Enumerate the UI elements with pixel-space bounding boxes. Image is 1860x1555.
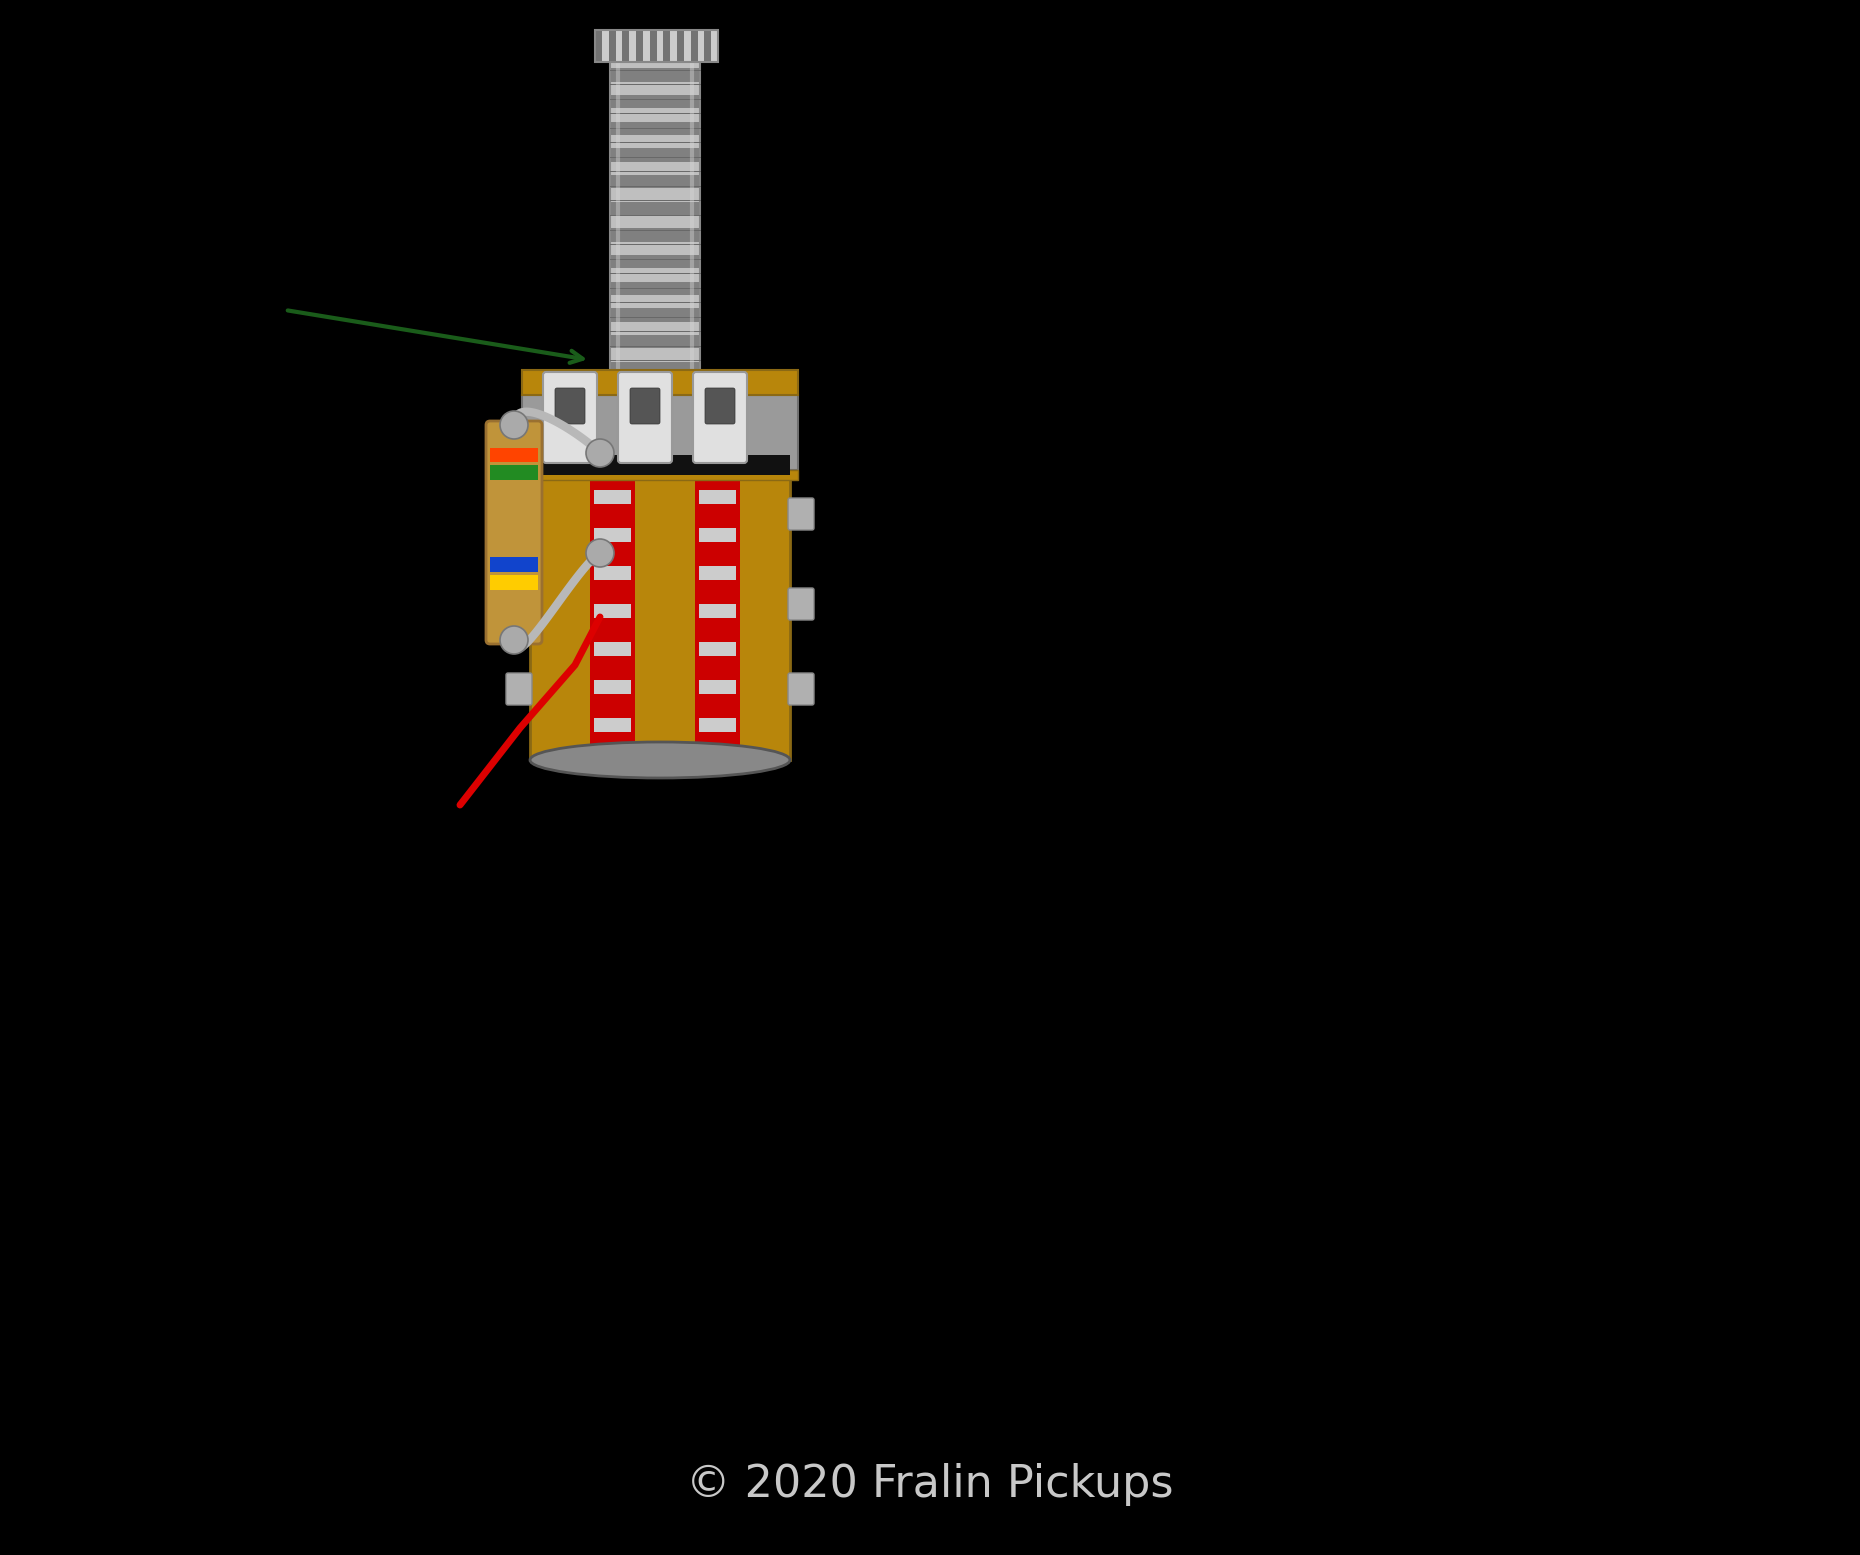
Bar (610, 54, 699, 375)
Bar (690, 30, 698, 62)
Bar (610, 148, 699, 162)
Bar (610, 308, 699, 322)
Bar (699, 680, 737, 694)
Bar (590, 474, 634, 760)
Bar (530, 390, 790, 760)
Bar (610, 68, 699, 82)
FancyBboxPatch shape (543, 372, 597, 463)
Bar (684, 30, 690, 62)
FancyBboxPatch shape (618, 372, 671, 463)
Bar (593, 642, 631, 656)
Bar (623, 30, 629, 62)
Bar (593, 603, 631, 617)
Bar (636, 30, 644, 62)
Bar (698, 30, 705, 62)
FancyBboxPatch shape (694, 372, 748, 463)
Bar (699, 603, 737, 617)
Bar (610, 348, 699, 362)
Bar (610, 162, 699, 176)
FancyBboxPatch shape (789, 673, 815, 704)
Bar (489, 575, 538, 589)
Circle shape (586, 439, 614, 466)
Bar (705, 30, 711, 62)
Bar (595, 30, 718, 62)
Bar (523, 370, 798, 395)
FancyBboxPatch shape (506, 673, 532, 704)
Bar (699, 642, 737, 656)
Bar (657, 30, 664, 62)
FancyBboxPatch shape (789, 588, 815, 620)
Bar (610, 135, 699, 148)
Bar (523, 395, 798, 470)
Circle shape (500, 627, 528, 655)
Bar (699, 718, 737, 732)
Bar (610, 322, 699, 334)
Bar (610, 334, 699, 348)
Bar (696, 474, 740, 760)
Bar (649, 30, 657, 62)
Bar (711, 30, 718, 62)
Bar (664, 30, 670, 62)
Bar (593, 566, 631, 580)
Circle shape (500, 411, 528, 439)
Bar (610, 121, 699, 135)
Bar (610, 229, 699, 241)
Bar (610, 362, 699, 375)
Bar (489, 448, 538, 462)
FancyBboxPatch shape (506, 588, 532, 620)
FancyBboxPatch shape (789, 498, 815, 530)
Bar (670, 30, 677, 62)
Bar (610, 255, 699, 269)
Bar (489, 465, 538, 480)
Bar (593, 490, 631, 504)
Bar (699, 566, 737, 580)
Bar (593, 718, 631, 732)
Bar (610, 82, 699, 95)
Bar (616, 30, 623, 62)
Bar (610, 95, 699, 109)
Bar (610, 295, 699, 308)
FancyBboxPatch shape (485, 421, 541, 644)
Bar (610, 176, 699, 188)
Bar (644, 30, 649, 62)
Bar (677, 30, 684, 62)
Bar (610, 241, 699, 255)
Bar (610, 269, 699, 281)
Text: © 2020 Fralin Pickups: © 2020 Fralin Pickups (686, 1463, 1174, 1507)
Bar (530, 456, 790, 474)
Bar (610, 109, 699, 121)
Bar (603, 30, 608, 62)
Circle shape (586, 540, 614, 568)
Bar (629, 30, 636, 62)
Bar (608, 30, 616, 62)
Bar (610, 202, 699, 215)
Bar (610, 54, 699, 68)
FancyBboxPatch shape (554, 389, 586, 425)
Ellipse shape (530, 742, 790, 778)
Bar (593, 680, 631, 694)
Bar (489, 557, 538, 572)
Bar (610, 281, 699, 295)
FancyBboxPatch shape (631, 389, 660, 425)
Bar (610, 215, 699, 229)
Bar (595, 30, 603, 62)
Bar (523, 470, 798, 480)
FancyBboxPatch shape (506, 498, 532, 530)
FancyBboxPatch shape (705, 389, 735, 425)
Bar (699, 529, 737, 543)
Bar (699, 490, 737, 504)
Bar (610, 188, 699, 202)
Bar (593, 529, 631, 543)
